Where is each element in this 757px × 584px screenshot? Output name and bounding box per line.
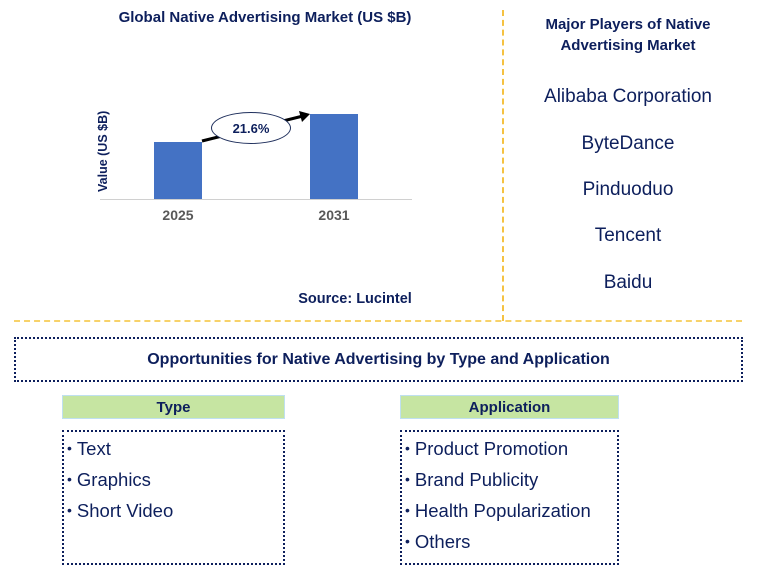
type-list: • Text • Graphics • Short Video — [62, 430, 285, 565]
list-item: • Brand Publicity — [405, 464, 617, 495]
chart-title: Global Native Advertising Market (US $B) — [118, 9, 412, 26]
players-title: Major Players of Native Advertising Mark… — [545, 16, 711, 54]
bullet-icon: • — [405, 502, 410, 518]
vertical-divider — [502, 10, 504, 321]
application-header-label: Application — [468, 398, 551, 416]
list-item: • Health Popularization — [405, 495, 617, 526]
application-item-product-promotion: Product Promotion — [414, 438, 569, 459]
bullet-icon: • — [405, 471, 410, 487]
bullet-icon: • — [67, 440, 72, 456]
application-header: Application — [400, 395, 619, 419]
y-axis-label: Value (US $B) — [96, 110, 110, 192]
bar-2031 — [310, 114, 358, 199]
bullet-icon: • — [67, 471, 72, 487]
bullet-icon: • — [405, 533, 410, 549]
player-tencent: Tencent — [594, 225, 662, 246]
bar-2025 — [154, 142, 202, 199]
application-list: • Product Promotion • Brand Publicity • Hea… — [400, 430, 619, 565]
bullet-icon: • — [67, 502, 72, 518]
player-baidu: Baidu — [603, 272, 653, 293]
type-header: Type — [62, 395, 285, 419]
list-item: • Others — [405, 526, 617, 557]
x-axis-line — [100, 199, 412, 200]
type-header-label: Type — [156, 398, 191, 416]
application-item-brand-publicity: Brand Publicity — [414, 469, 539, 490]
list-item: • Text — [67, 433, 283, 464]
opportunities-title: Opportunities for Native Advertising by … — [147, 350, 610, 368]
opportunities-title-box: Opportunities for Native Advertising by … — [14, 337, 743, 382]
list-item: • Short Video — [67, 495, 283, 526]
player-bytedance: ByteDance — [581, 133, 675, 154]
application-item-health-popularization: Health Popularization — [414, 500, 591, 521]
bullet-icon: • — [405, 440, 410, 456]
cagr-ellipse: 21.6% — [211, 112, 291, 144]
type-item-text: Text — [76, 438, 111, 459]
type-item-graphics: Graphics — [76, 469, 151, 490]
list-item: • Graphics — [67, 464, 283, 495]
application-item-others: Others — [414, 531, 471, 552]
x-tick-2031: 2031 — [318, 207, 350, 223]
type-item-short-video: Short Video — [76, 500, 174, 521]
player-alibaba: Alibaba Corporation — [544, 86, 712, 107]
list-item: • Product Promotion — [405, 433, 617, 464]
player-pinduoduo: Pinduoduo — [582, 179, 674, 200]
horizontal-divider — [14, 320, 742, 322]
source-label: Source: Lucintel — [298, 291, 412, 307]
x-tick-2025: 2025 — [162, 207, 194, 223]
